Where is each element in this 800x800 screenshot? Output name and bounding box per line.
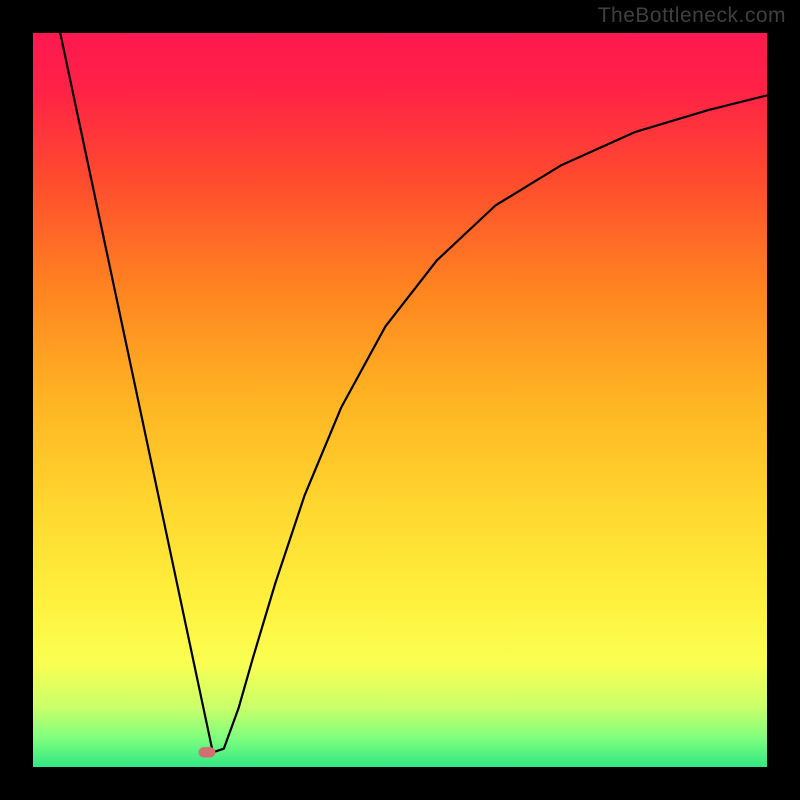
valley-marker: [199, 747, 216, 757]
chart-container: TheBottleneck.com: [0, 0, 800, 800]
plot-background: [33, 33, 767, 767]
watermark-text: TheBottleneck.com: [598, 4, 786, 28]
plot-area: [33, 33, 767, 767]
plot-svg: [33, 33, 767, 767]
